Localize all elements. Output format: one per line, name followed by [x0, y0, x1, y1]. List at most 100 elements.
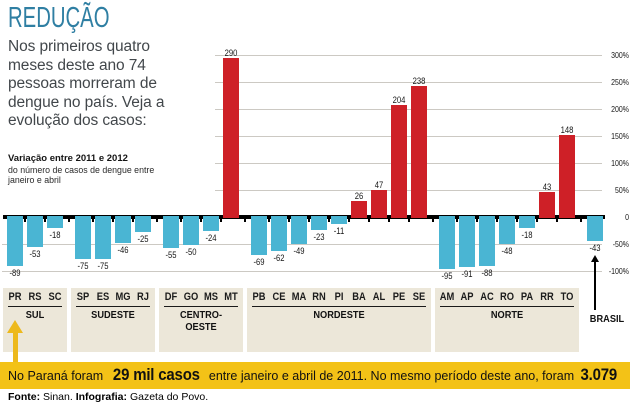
bar-value-label: -95 — [441, 271, 453, 282]
gridline — [2, 270, 602, 272]
gridline — [215, 162, 602, 164]
state-code-label: TO — [560, 291, 574, 303]
bar-SC — [47, 216, 63, 228]
region-label-brasil: BRASIL — [589, 313, 625, 325]
bar-value-label: -23 — [313, 232, 325, 243]
bar-value-label: -62 — [273, 253, 285, 264]
bar-value-label: 148 — [560, 125, 574, 136]
region-label-sudeste: SUDESTE — [91, 309, 135, 321]
bar-MG — [115, 216, 131, 243]
page-title: REDUÇÃO — [8, 2, 110, 34]
bar-value-label: -69 — [253, 257, 265, 268]
bar-value-label: -11 — [333, 225, 345, 236]
y-axis-label: 200% — [611, 104, 629, 114]
bar-PB — [251, 216, 267, 256]
x-axis-tick — [456, 215, 458, 222]
x-axis-tick — [24, 215, 26, 222]
bar-value-label: -25 — [137, 233, 149, 244]
source-credit: Fonte: Sinan. Infografia: Gazeta do Povo… — [8, 391, 208, 403]
bar-value-label: 47 — [374, 179, 384, 190]
region-underline — [164, 306, 238, 307]
gridline — [215, 81, 602, 83]
banner-highlight: 3.079 — [580, 365, 617, 384]
bar-value-label: -46 — [117, 244, 129, 255]
state-code-label: PR — [8, 291, 22, 303]
x-axis-tick — [432, 215, 434, 222]
region-block-norte — [435, 288, 579, 352]
bar-PI — [331, 216, 347, 224]
state-code-label: MT — [224, 291, 238, 303]
state-code-label: AL — [372, 291, 386, 303]
bar-AP — [459, 216, 475, 268]
brasil-arrow-head — [591, 255, 599, 262]
credit-value: Gazeta do Povo. — [127, 391, 209, 403]
bar-RR — [539, 191, 555, 218]
bar-ES — [95, 216, 111, 259]
bar-value-label: 43 — [542, 181, 552, 192]
source-value: Sinan. — [40, 391, 76, 403]
pr-arrow-head — [7, 320, 23, 333]
credit-label: Infografia: — [75, 391, 128, 403]
state-code-label: PB — [252, 291, 266, 303]
bar-value-label: -18 — [521, 229, 533, 240]
x-axis-tick — [516, 215, 518, 222]
bar-TO — [559, 135, 575, 218]
bar-MT — [223, 58, 239, 218]
region-label-nordeste: NORDESTE — [313, 309, 365, 321]
x-axis-tick — [408, 215, 410, 222]
region-label-centro-oeste: CENTRO- OESTE — [179, 309, 223, 333]
x-axis-tick — [536, 215, 538, 222]
bar-value-label: -43 — [589, 243, 601, 254]
state-code-label: BA — [352, 291, 366, 303]
state-code-label: MG — [115, 291, 131, 303]
region-label-norte: NORTE — [490, 309, 524, 321]
region-underline — [440, 306, 574, 307]
x-axis-tick — [156, 215, 158, 222]
bar-value-label: -24 — [205, 232, 217, 243]
x-axis-tick — [268, 215, 270, 222]
x-axis-tick — [200, 215, 202, 222]
bar-value-label: -53 — [29, 248, 41, 259]
state-code-label: PE — [392, 291, 406, 303]
bar-SP — [75, 216, 91, 259]
x-axis-tick — [244, 215, 246, 222]
state-code-label: RN — [312, 291, 326, 303]
bar-RJ — [135, 216, 151, 232]
x-axis-tick — [180, 215, 182, 222]
bar-RS — [27, 216, 43, 247]
state-code-label: RR — [540, 291, 554, 303]
bar-BA — [351, 200, 367, 218]
x-axis-tick — [308, 215, 310, 222]
x-axis-tick — [112, 215, 114, 222]
region-underline — [76, 306, 150, 307]
bar-value-label: -55 — [165, 249, 177, 260]
region-block-nordeste — [247, 288, 431, 352]
bar-value-label: -49 — [293, 246, 305, 257]
bar-MS — [203, 216, 219, 231]
y-axis-label: 250% — [611, 77, 629, 87]
x-axis-tick — [44, 215, 46, 222]
x-axis-tick — [132, 215, 134, 222]
source-label: Fonte: — [8, 391, 41, 403]
bar-value-label: -91 — [461, 269, 473, 280]
bar-GO — [183, 216, 199, 245]
bar-AC — [479, 216, 495, 266]
bar-CE — [271, 216, 287, 252]
bar-value-label: 238 — [412, 76, 426, 87]
region-label-sul: SUL — [25, 309, 45, 321]
y-axis-label: -50% — [612, 239, 629, 249]
bar-value-label: -75 — [77, 260, 89, 271]
x-axis-tick — [328, 215, 330, 222]
bar-value-label: -88 — [481, 267, 493, 278]
state-code-label: ES — [96, 291, 110, 303]
gridline — [215, 54, 602, 56]
y-axis-label: 300% — [611, 50, 629, 60]
pr-arrow-stem — [12, 332, 18, 362]
bar-SE — [411, 86, 427, 218]
x-axis-tick — [496, 215, 498, 222]
gridline — [215, 135, 602, 137]
state-code-label: SC — [48, 291, 62, 303]
bar-value-label: -50 — [185, 247, 197, 257]
highlight-banner: No Paraná foram 29 mil casos entre janei… — [0, 362, 630, 389]
